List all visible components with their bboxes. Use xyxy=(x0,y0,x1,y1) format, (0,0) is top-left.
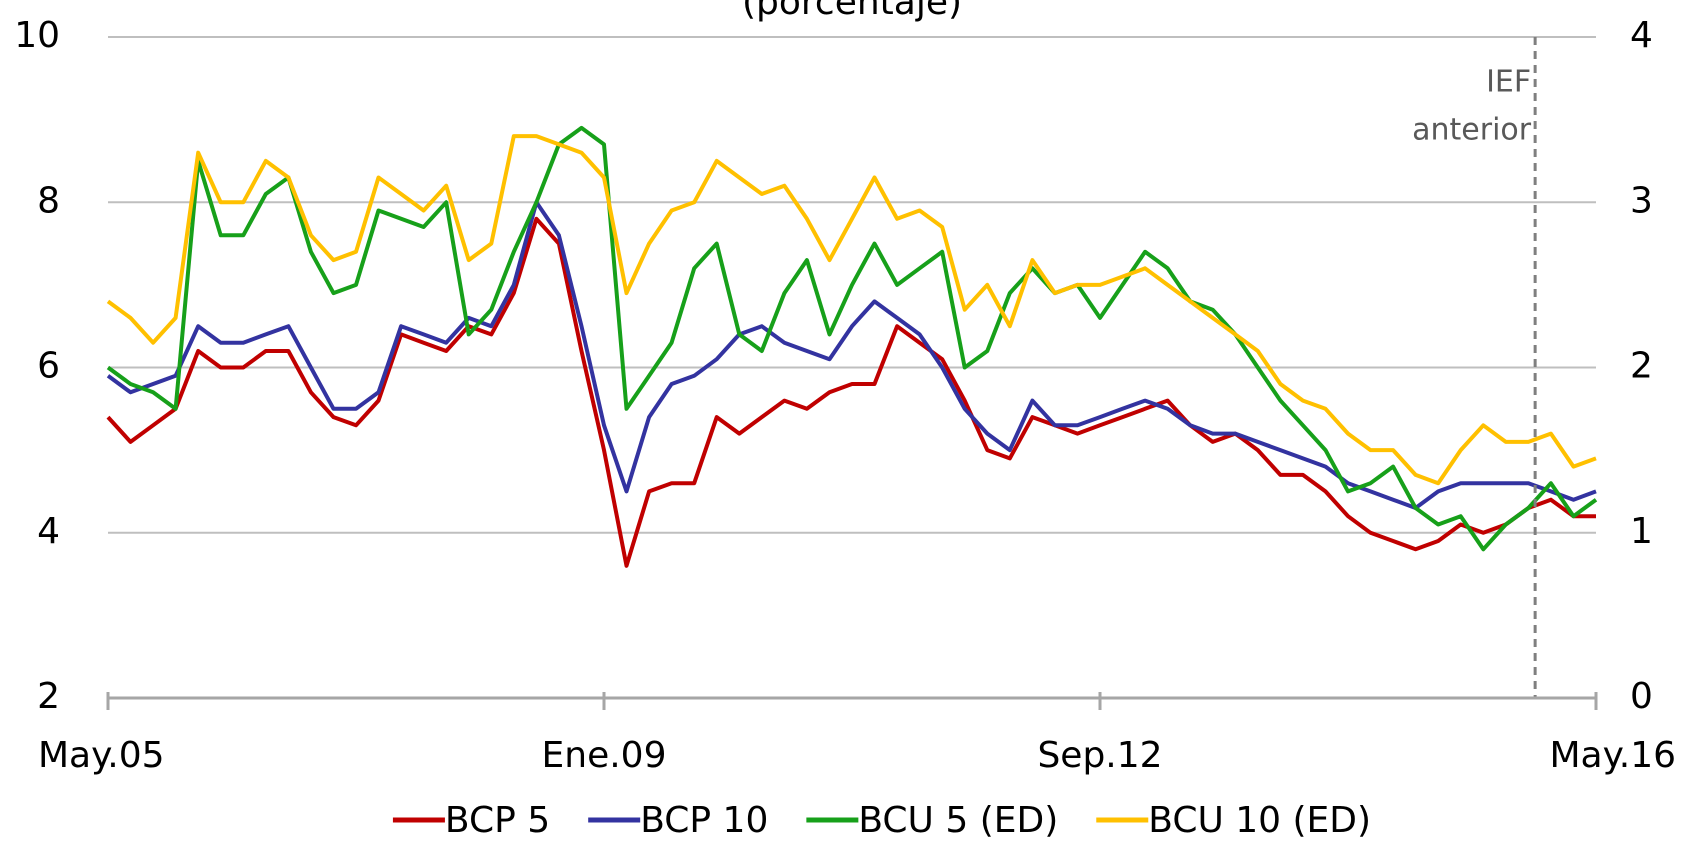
series-group xyxy=(106,125,1598,568)
y2-tick-label: 1 xyxy=(1630,511,1653,552)
grid xyxy=(108,36,1596,534)
y2-tick-label: 4 xyxy=(1630,15,1653,56)
series-line xyxy=(106,216,1596,568)
legend-label: BCU 10 (ED) xyxy=(1148,800,1371,841)
legend-label: BCP 10 xyxy=(640,800,768,841)
series-line xyxy=(106,200,1597,510)
x-tick-label: May.16 xyxy=(1549,735,1676,776)
y-tick-label: 10 xyxy=(14,15,60,56)
x-tick-label: Ene.09 xyxy=(542,735,667,776)
annotation-text: IEF xyxy=(1486,65,1531,100)
legend-label: BCP 5 xyxy=(445,800,550,841)
annotation-text: anterior xyxy=(1412,113,1532,148)
x-tick-label: May.05 xyxy=(38,735,165,776)
y-tick-label: 8 xyxy=(37,180,60,221)
chart-subtitle: (porcentaje) xyxy=(742,0,962,23)
series-line xyxy=(106,134,1597,486)
y-tick-label: 2 xyxy=(37,676,60,717)
y2-tick-label: 3 xyxy=(1630,180,1653,221)
axes: 2 4 6 8 10 0 1 2 3 4 May.05 Ene.09 Sep.12 May.16 xyxy=(14,15,1676,776)
y-tick-label: 6 xyxy=(37,346,60,387)
y2-tick-label: 0 xyxy=(1630,676,1653,717)
y-tick-label: 4 xyxy=(37,511,60,552)
legend: BCP 5 BCP 10 BCU 5 (ED) BCU 10 (ED) xyxy=(392,800,1371,841)
series-line xyxy=(106,125,1598,552)
legend-label: BCU 5 (ED) xyxy=(858,800,1058,841)
x-tick-label: Sep.12 xyxy=(1037,735,1162,776)
y2-tick-label: 2 xyxy=(1630,346,1653,387)
annotation: IEF anterior xyxy=(1412,37,1537,698)
